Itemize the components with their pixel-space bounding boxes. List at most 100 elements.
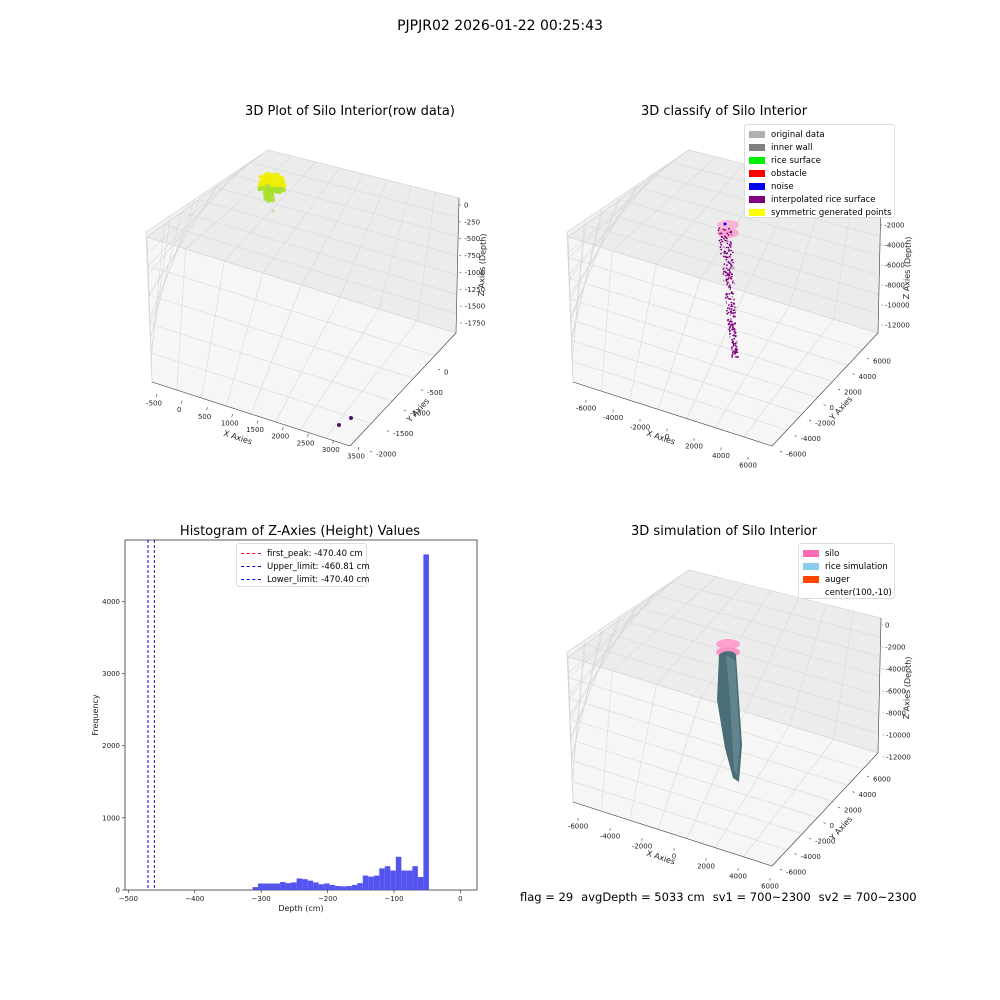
p2-z-tick-label: -10000: [885, 302, 910, 310]
p1-z-tick-label: -1250: [465, 286, 485, 294]
p2-point-interpolated: [725, 252, 728, 255]
p2-point-interpolated: [732, 267, 735, 270]
p2-point-interpolated: [731, 328, 733, 331]
p1-grid-x: [250, 284, 302, 415]
p2-point-interpolated: [729, 325, 731, 328]
p4-grid-y: [568, 677, 863, 770]
p1-point-rice: [266, 171, 271, 177]
p2-grid-y: [570, 319, 818, 398]
histogram-y-tick-label: 4000: [102, 598, 120, 606]
p4-grid-z: [637, 606, 880, 677]
sv2-text: sv2 = 700~2300: [818, 890, 917, 904]
p2-point-interpolated: [730, 273, 733, 275]
p2-point-interpolated: [731, 338, 734, 341]
p2-point-interpolated: [735, 349, 738, 352]
histogram-bar: [401, 870, 407, 890]
p4-z-tick-label: -6000: [886, 688, 906, 696]
p1-y-tick: [437, 368, 441, 371]
p1-x-tick-label: 2000: [271, 433, 289, 441]
legend-label: symmetric generated points: [771, 207, 892, 218]
p1-point-rice: [275, 182, 280, 188]
p1-grid-xv: [185, 155, 293, 250]
p2-y-tick: [808, 419, 812, 422]
plot2-title: 3D classify of Silo Interior: [640, 104, 808, 119]
histogram-y-axis-label: Frequency: [91, 694, 100, 736]
p4-grid-yv: [571, 628, 603, 761]
p2-grid-z: [566, 149, 690, 233]
p2-point-interpolated: [731, 356, 734, 358]
legend-item-silo: silo: [803, 547, 890, 560]
p4-y-tick-label: 6000: [873, 776, 891, 784]
p2-y-tick-label: 6000: [873, 358, 891, 366]
p1-grid-x: [325, 320, 418, 439]
p2-point-interpolated: [730, 346, 733, 349]
p1-point-rice: [281, 182, 286, 187]
p2-point-interpolated: [721, 240, 724, 243]
p1-point-rice: [269, 183, 275, 189]
p1-x-tick-label: 0: [177, 406, 181, 414]
p1-y-tick-label: -500: [427, 389, 443, 397]
p2-point-interpolated: [734, 335, 737, 338]
p1-grid-y: [149, 323, 393, 402]
p2-point-interpolated: [734, 344, 737, 347]
p1-grid-x: [275, 296, 341, 423]
histogram-bar: [280, 882, 286, 890]
histogram-bar: [384, 866, 391, 890]
p2-point-interpolated: [730, 249, 732, 252]
p1-x-tick-label: 1500: [246, 426, 264, 434]
legend-label: noise: [771, 181, 794, 192]
p1-point-rice: [267, 191, 272, 197]
p2-point-interpolated: [732, 343, 735, 346]
p2-point-interpolated: [732, 261, 735, 264]
p2-grid-x: [714, 305, 790, 428]
legend-swatch: [749, 170, 765, 177]
p4-grid-yv: [570, 616, 620, 740]
legend-item-original-data: original data: [749, 128, 890, 141]
histogram-y-tick-label: 1000: [102, 814, 120, 822]
p2-point-interpolated: [732, 309, 735, 312]
histogram-bar: [351, 884, 358, 890]
p4-y-tick: [837, 806, 841, 809]
p2-point-interpolated: [720, 238, 723, 241]
p2-point-interpolated: [730, 348, 733, 351]
histogram-bar: [379, 868, 385, 890]
p2-point-interpolated: [731, 354, 733, 357]
p2-point-interpolated: [727, 277, 730, 279]
legend-swatch: [803, 589, 819, 596]
p2-grid-z: [567, 236, 879, 334]
p1-grid-xv: [339, 179, 388, 298]
p2-grid-yv: [567, 149, 690, 238]
p2-point-interpolated: [734, 352, 737, 355]
p2-grid-yv: [566, 231, 574, 383]
p1-y-tick: [369, 450, 373, 453]
p2-grid-yv: [570, 196, 620, 320]
p2-x-tick-label: -6000: [576, 405, 596, 413]
p1-z-tick-label: -1750: [465, 320, 485, 328]
legend-item-noise: noise: [749, 180, 890, 193]
histogram-bar: [258, 883, 264, 890]
legend-swatch: [803, 563, 819, 570]
p2-point-interpolated: [729, 311, 732, 313]
p1-y-axis-line: [349, 332, 457, 447]
histogram-bar: [406, 870, 413, 890]
p2-y-tick-label: 4000: [859, 373, 877, 381]
p4-grid-yv: [566, 651, 574, 803]
p1-z-axis-line: [455, 197, 460, 334]
p1-grid-y: [150, 352, 372, 424]
p4-x-tick-label: -2000: [632, 843, 652, 851]
p1-grid-xv: [301, 173, 364, 286]
p2-point-interpolated: [726, 272, 729, 275]
p2-point-interpolated: [733, 314, 735, 317]
p2-point-interpolated: [725, 274, 727, 277]
p2-grid-x: [629, 264, 657, 401]
p2-point-interpolated: [729, 256, 732, 259]
histogram-bar: [313, 882, 319, 890]
p2-point-interpolated: [726, 313, 729, 315]
legend-label: auger: [825, 574, 850, 585]
histogram-bar: [395, 856, 402, 890]
p2-point-interpolated: [731, 281, 734, 284]
p4-grid-z: [671, 582, 881, 638]
p1-grid-yv: [147, 166, 244, 267]
p2-point-interpolated: [719, 232, 721, 235]
p2-z-axis-line: [877, 197, 882, 334]
